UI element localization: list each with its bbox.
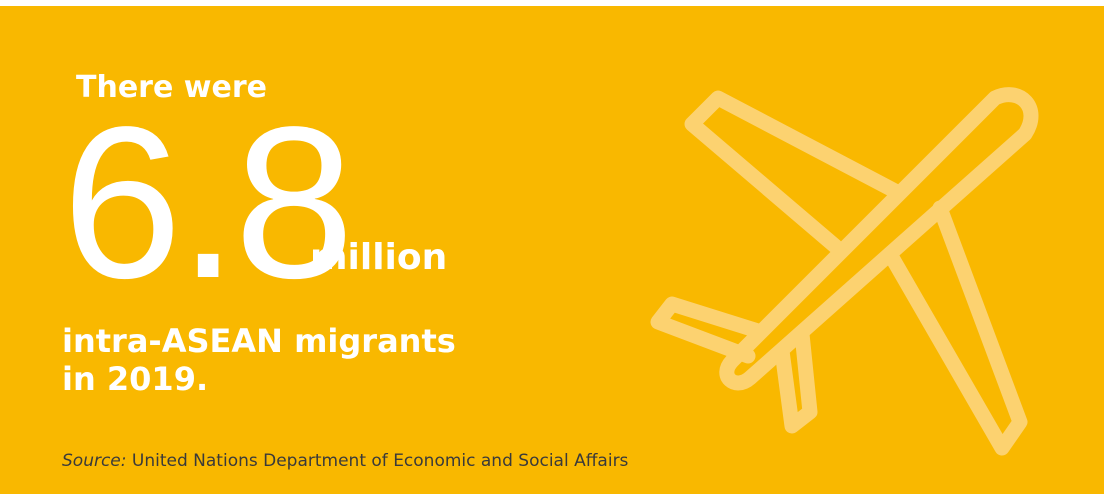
stat-unit: million: [310, 237, 448, 278]
stat-description: intra-ASEAN migrants in 2019.: [62, 322, 456, 398]
lead-text: There were: [76, 70, 267, 105]
infographic-card: There were 6.8 million intra-ASEAN migra…: [0, 6, 1104, 494]
source-line: Source: United Nations Department of Eco…: [62, 450, 628, 472]
airplane-icon: [650, 87, 1039, 456]
source-label: Source:: [62, 451, 127, 471]
stat-number: 6.8: [62, 81, 354, 323]
source-text: United Nations Department of Economic an…: [131, 451, 629, 471]
